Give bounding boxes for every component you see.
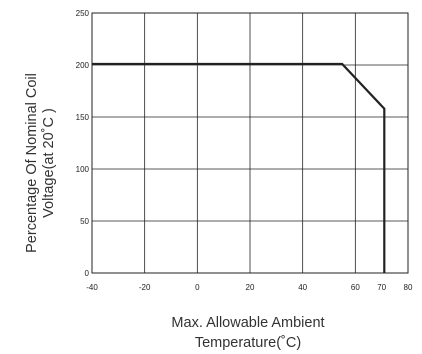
- x-tick-labels: -40 -20 0 20 40 60 70 80: [86, 283, 413, 292]
- y-tick-label: 200: [76, 61, 90, 70]
- y-tick-label: 250: [76, 9, 90, 18]
- y-tick-label: 150: [76, 113, 90, 122]
- y-tick-label: 100: [76, 165, 90, 174]
- series-line: [92, 62, 386, 273]
- y-axis-title-line-1: Percentage Of Nominal Coil: [24, 73, 40, 253]
- y-tick-labels: 0 50 100 150 200 250: [76, 9, 90, 278]
- x-tick-label: -40: [86, 283, 98, 292]
- x-tick-label: 70: [377, 283, 386, 292]
- y-tick-label: 0: [85, 269, 90, 278]
- x-tick-label: 40: [298, 283, 307, 292]
- x-axis-title-line-2: Temperature(˚C): [195, 335, 301, 351]
- series-lines: [92, 62, 386, 273]
- x-tick-label: 60: [351, 283, 360, 292]
- x-tick-label: -20: [139, 283, 151, 292]
- y-axis-title-line-2: Voltage(at 20˚C ): [41, 108, 57, 218]
- grid-lines: [92, 13, 408, 273]
- plot-frame: [91, 12, 409, 274]
- y-tick-label: 50: [80, 217, 89, 226]
- x-axis-title-line-1: Max. Allowable Ambient: [171, 315, 324, 331]
- x-tick-label: 0: [195, 283, 200, 292]
- x-tick-label: 80: [404, 283, 413, 292]
- x-tick-label: 20: [246, 283, 255, 292]
